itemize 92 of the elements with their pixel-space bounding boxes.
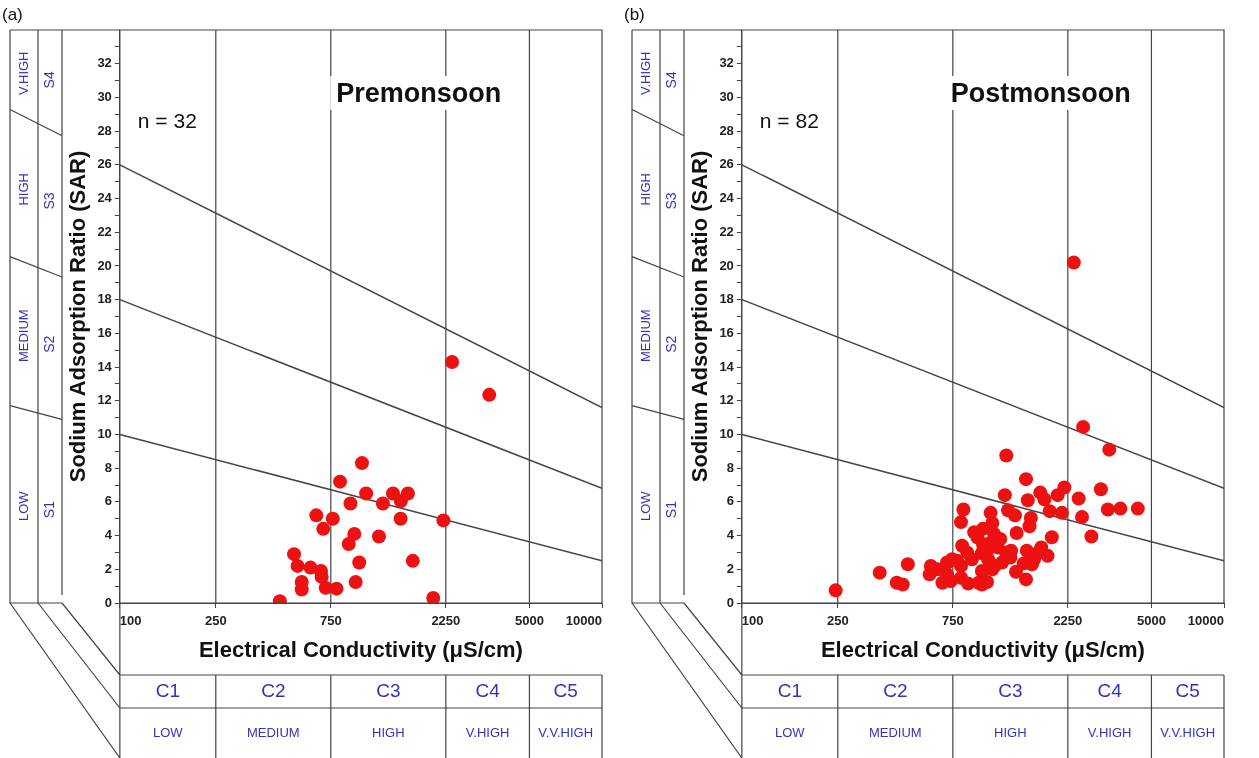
y-tick-label: 22 xyxy=(97,223,112,239)
y-tick-label: 20 xyxy=(97,257,112,273)
text: LOW xyxy=(153,724,184,740)
x-tick-label: 10000 xyxy=(565,613,602,629)
x-tick-label: 100 xyxy=(741,613,764,629)
y-tick-label: 8 xyxy=(104,459,112,475)
x-tick-label: 2250 xyxy=(431,613,461,629)
text: (a) xyxy=(2,5,23,24)
x-axis-title: Electrical Conductivity (μS/cm) xyxy=(198,636,523,662)
y-tick-label: 16 xyxy=(97,324,112,340)
y-tick-label: 6 xyxy=(726,493,734,509)
text: S2 xyxy=(40,335,57,353)
x-tick-label: 5000 xyxy=(1136,613,1166,629)
y-tick-label: 0 xyxy=(104,594,112,610)
text: LOW xyxy=(15,490,31,521)
x-tick-label: 2250 xyxy=(1053,613,1083,629)
text: C3 xyxy=(376,679,401,701)
y-tick-label: 0 xyxy=(726,594,734,610)
text: C2 xyxy=(883,679,908,701)
y-tick-label: 2 xyxy=(104,560,112,576)
x-axis-title: Electrical Conductivity (μS/cm) xyxy=(820,636,1145,662)
x-tick-label: 750 xyxy=(319,613,342,629)
text: C1 xyxy=(777,679,802,701)
text: LOW xyxy=(775,724,806,740)
y-tick-label: 32 xyxy=(97,55,112,71)
text: C2 xyxy=(261,679,286,701)
x-tick-label: 100 xyxy=(119,613,142,629)
y-tick-label: 8 xyxy=(726,459,734,475)
y-tick-label: 24 xyxy=(97,190,113,206)
y-tick-label: 22 xyxy=(719,223,734,239)
text: C5 xyxy=(1175,679,1200,701)
y-tick-label: 14 xyxy=(719,358,735,374)
text: V.V.HIGH xyxy=(1160,724,1216,740)
text: Premonsoon xyxy=(336,78,502,108)
text: S4 xyxy=(40,71,57,89)
y-tick-label: 14 xyxy=(97,358,113,374)
text: C1 xyxy=(155,679,180,701)
y-tick-label: 30 xyxy=(719,88,734,104)
annotation: n = 82 xyxy=(759,109,819,132)
text: S3 xyxy=(662,192,679,210)
y-tick-label: 16 xyxy=(719,324,734,340)
text: V.HIGH xyxy=(1087,724,1132,740)
annotation: n = 32 xyxy=(137,109,197,132)
y-tick-label: 18 xyxy=(719,291,734,307)
text: MEDIUM xyxy=(868,724,922,740)
text: Postmonsoon xyxy=(950,78,1131,108)
text: V.HIGH xyxy=(15,51,31,96)
text: HIGH xyxy=(994,724,1027,740)
text: HIGH xyxy=(372,724,405,740)
y-tick-label: 10 xyxy=(97,426,112,442)
text: S4 xyxy=(662,71,679,89)
text: V.V.HIGH xyxy=(538,724,594,740)
y-tick-label: 26 xyxy=(719,156,734,172)
y-axis-title: Sodium Adsorption Ratio (SAR) xyxy=(687,150,713,483)
text: (b) xyxy=(624,5,645,24)
x-tick-label: 250 xyxy=(204,613,227,629)
text: MEDIUM xyxy=(246,724,300,740)
text: HIGH xyxy=(637,173,653,206)
text: LOW xyxy=(637,490,653,521)
text: S1 xyxy=(40,500,57,519)
y-tick-label: 28 xyxy=(719,122,734,138)
text: MEDIUM xyxy=(637,309,653,363)
y-tick-label: 4 xyxy=(104,527,113,543)
text: S3 xyxy=(40,192,57,210)
y-tick-label: 4 xyxy=(726,527,735,543)
x-tick-label: 5000 xyxy=(514,613,544,629)
y-tick-label: 28 xyxy=(97,122,112,138)
y-tick-label: 10 xyxy=(719,426,734,442)
y-tick-label: 24 xyxy=(719,190,735,206)
text: MEDIUM xyxy=(15,309,31,363)
y-tick-label: 2 xyxy=(726,560,734,576)
text: C4 xyxy=(1097,679,1123,701)
text: S1 xyxy=(662,500,679,519)
y-tick-label: 12 xyxy=(719,392,734,408)
y-tick-label: 32 xyxy=(719,55,734,71)
x-tick-label: 750 xyxy=(941,613,964,629)
text: S2 xyxy=(662,335,679,353)
x-tick-label: 250 xyxy=(826,613,849,629)
y-axis-title: Sodium Adsorption Ratio (SAR) xyxy=(65,150,91,483)
text: C5 xyxy=(553,679,578,701)
y-tick-label: 20 xyxy=(719,257,734,273)
x-tick-label: 10000 xyxy=(1187,613,1224,629)
y-tick-label: 12 xyxy=(97,392,112,408)
y-tick-label: 26 xyxy=(97,156,112,172)
text: C4 xyxy=(475,679,501,701)
text: HIGH xyxy=(15,173,31,206)
y-tick-label: 6 xyxy=(104,493,112,509)
text: V.HIGH xyxy=(637,51,653,96)
text: C3 xyxy=(998,679,1023,701)
text: V.HIGH xyxy=(465,724,510,740)
y-tick-label: 18 xyxy=(97,291,112,307)
y-tick-label: 30 xyxy=(97,88,112,104)
